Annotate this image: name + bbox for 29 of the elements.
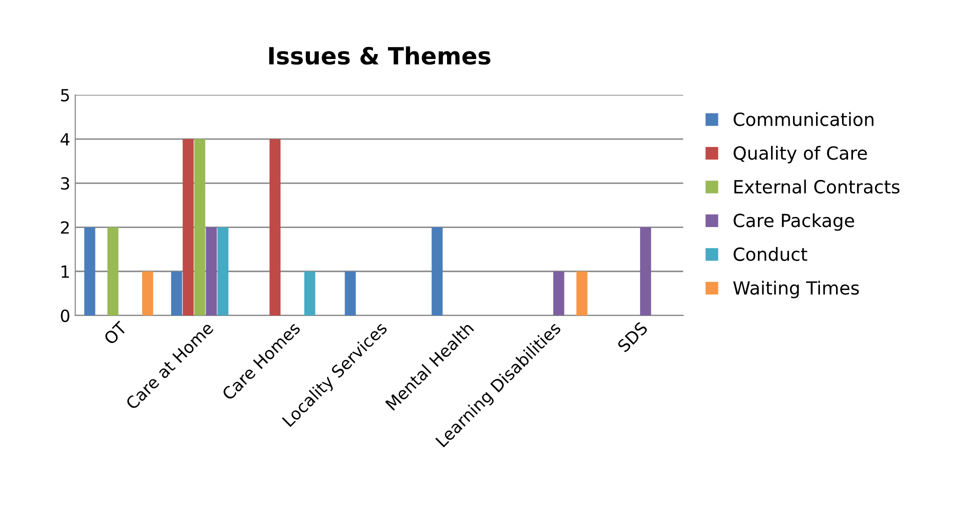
bar (217, 227, 228, 316)
bar (182, 139, 194, 316)
y-tick-label: 5 (61, 89, 69, 102)
chart-title: Issues & Themes (269, 46, 490, 65)
bar (432, 227, 443, 316)
bar (171, 271, 182, 316)
bar (107, 227, 118, 316)
legend-label: Care Package (734, 213, 854, 231)
bar (304, 271, 316, 316)
bar (142, 271, 154, 316)
y-tick-label: 4 (60, 133, 70, 146)
bar (344, 271, 356, 316)
legend-label: Communication (734, 112, 874, 126)
bar (270, 139, 281, 316)
bar (84, 227, 96, 316)
bar (194, 139, 206, 316)
y-tick-label: 1 (62, 266, 69, 278)
y-tick-label: 0 (60, 309, 70, 322)
bar (553, 271, 564, 316)
bar (640, 227, 652, 316)
bar (206, 227, 217, 316)
bar (576, 271, 588, 316)
legend-label: External Contracts (734, 180, 900, 194)
x-tick-label: OT (103, 320, 128, 346)
legend-label: Quality of Care (734, 146, 867, 164)
legend-label: Conduct (734, 247, 808, 262)
y-tick-label: 2 (61, 221, 69, 234)
y-tick-label: 3 (61, 177, 70, 190)
legend-label: Waiting Times (733, 280, 859, 298)
